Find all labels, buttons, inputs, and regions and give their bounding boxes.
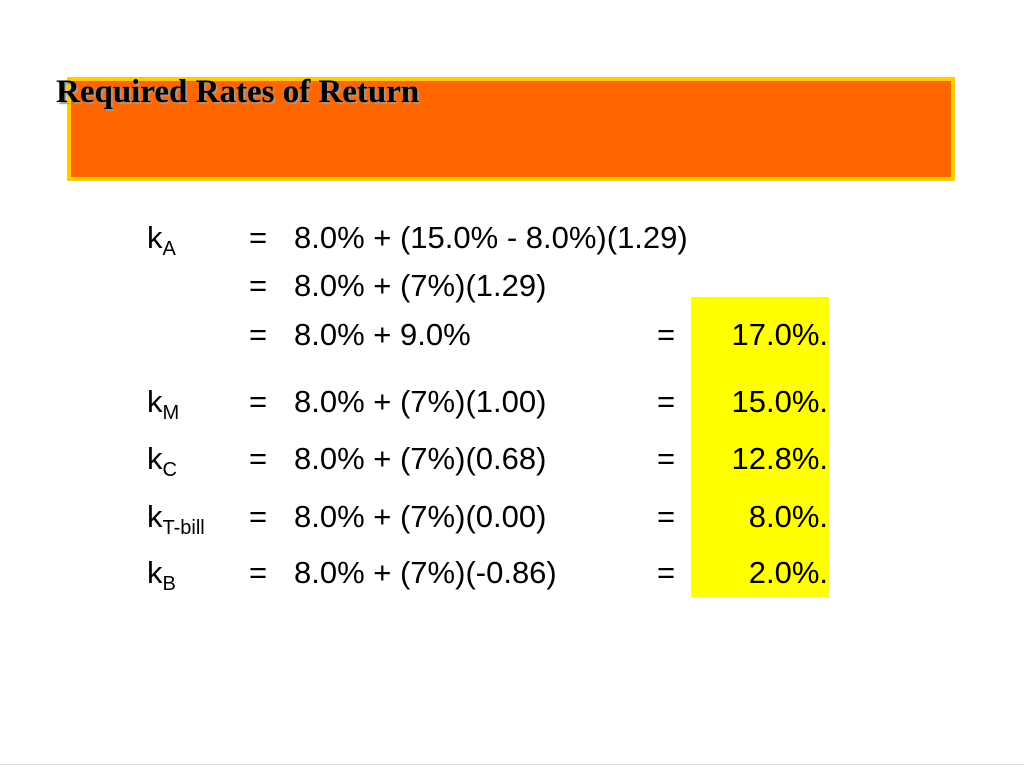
equation-result: 2.0%.: [748, 555, 828, 590]
result-highlight: [691, 297, 829, 597]
bottom-divider: [0, 764, 1024, 765]
equation-label: kC: [147, 441, 177, 481]
equation-label: kA: [147, 220, 176, 260]
equals-sign: =: [249, 317, 268, 352]
equation-result: 15.0%.: [731, 384, 828, 419]
equation-expression: 8.0% + (7%)(0.68): [294, 441, 547, 476]
equals-sign: =: [249, 268, 268, 303]
equals-sign: =: [657, 317, 676, 352]
equation-result: 17.0%.: [731, 317, 828, 352]
equation-expression: 8.0% + (7%)(-0.86): [294, 555, 557, 590]
equals-sign: =: [249, 555, 268, 590]
equation-expression: 8.0% + (15.0% - 8.0%)(1.29): [294, 220, 688, 255]
equals-sign: =: [657, 499, 676, 534]
equation-label: kM: [147, 384, 180, 424]
equation-result: 12.8%.: [731, 441, 828, 476]
equation-result: 8.0%.: [748, 499, 828, 534]
equation-label: kT-bill: [147, 499, 205, 539]
equals-sign: =: [657, 384, 676, 419]
equals-sign: =: [657, 555, 676, 590]
equation-expression: 8.0% + 9.0%: [294, 317, 471, 352]
equation-expression: 8.0% + (7%)(1.29): [294, 268, 547, 303]
equals-sign: =: [249, 499, 268, 534]
slide-title: Required Rates of Return: [56, 74, 420, 110]
equals-sign: =: [249, 441, 268, 476]
equation-label: kB: [147, 555, 176, 595]
equals-sign: =: [249, 220, 268, 255]
equals-sign: =: [657, 441, 676, 476]
equation-expression: 8.0% + (7%)(1.00): [294, 384, 547, 419]
equals-sign: =: [249, 384, 268, 419]
equation-expression: 8.0% + (7%)(0.00): [294, 499, 547, 534]
title-banner: [67, 77, 955, 181]
